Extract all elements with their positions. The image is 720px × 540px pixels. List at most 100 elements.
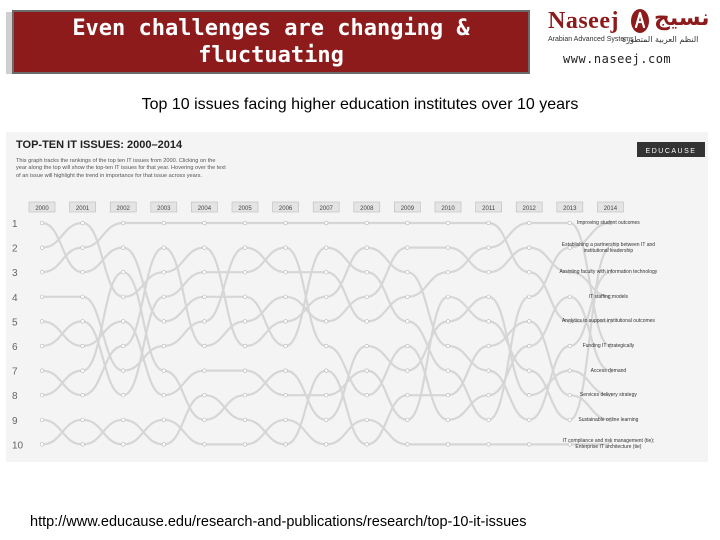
point-trend-e-2000 [39,319,45,324]
point-trend-j-2000 [39,442,45,447]
point-trend-g-2003 [161,245,166,250]
point-trend-c-2002 [121,220,126,226]
point-trend-c-2006 [283,220,288,226]
point-trend-i-2000 [39,417,45,422]
point-trend-c-2001 [80,245,85,250]
year-box-2012[interactable] [515,201,543,213]
point-trend-a-2002 [121,245,126,250]
year-box-2013[interactable] [556,201,584,213]
year-box-2006[interactable] [272,201,299,213]
point-trend-c-2010 [445,220,451,226]
point-trend-e-2007 [324,393,329,398]
point-trend-a-2011 [486,417,491,422]
issue-2014-rank-5[interactable]: Analytics to support institutional outco… [552,310,664,332]
year-label-2004[interactable]: 2004 [198,206,212,212]
rank-label-5: 5 [12,317,18,328]
banner-panel: Even challenges are changing & fluctuati… [12,10,530,74]
point-trend-d-2006 [283,270,288,275]
point-trend-e-2013 [567,417,572,422]
year-label-2003[interactable]: 2003 [157,206,171,212]
year-label-2009[interactable]: 2009 [401,206,415,212]
year-box-2000[interactable] [28,201,56,213]
point-trend-h-2000 [39,393,45,398]
point-trend-d-2003 [161,343,166,349]
issue-2014-rank-1[interactable]: Improving student outcomes [552,212,664,234]
year-box-2009[interactable] [394,201,421,213]
rank-chart-svg: TOP-TEN IT ISSUES: 2000–2014 EDUCAUSE Th… [12,139,705,455]
year-label-2012[interactable]: 2012 [523,206,537,212]
year-label-2000[interactable]: 2000 [35,206,49,212]
source-link[interactable]: http://www.educause.edu/research-and-pub… [30,514,527,530]
logo-arabic-tagline: النظم العربية المتطورة [622,35,699,44]
point-trend-i-2011 [486,343,491,349]
rank-label-7: 7 [12,367,18,378]
year-label-2010[interactable]: 2010 [441,206,455,212]
point-trend-f-2002 [121,393,126,398]
point-trend-h-2011 [486,294,491,299]
year-label-2014[interactable]: 2014 [604,206,618,212]
year-box-2004[interactable] [191,201,218,213]
issue-2014-rank-4[interactable]: IT staffing models [552,286,664,308]
point-trend-e-2005 [242,368,248,373]
issue-2014-rank-8[interactable]: Services delivery strategy [552,384,664,406]
year-label-2006[interactable]: 2006 [279,206,293,212]
educause-label: EDUCAUSE [646,148,697,155]
year-box-2001[interactable] [69,201,96,213]
point-trend-j-2004 [202,442,207,447]
point-trend-b-2007 [324,294,329,299]
point-trend-a-2014 [608,220,613,226]
point-trend-g-2012 [527,245,532,250]
issue-2014-rank-6[interactable]: Funding IT strategically [552,335,664,357]
point-trend-e-2001 [80,343,85,349]
year-box-2011[interactable] [475,201,502,213]
issue-2014-rank-7[interactable]: Access demand [552,360,664,382]
year-label-2008[interactable]: 2008 [360,206,374,212]
year-box-2007[interactable] [312,201,340,213]
point-trend-d-2011 [486,245,491,250]
point-trend-j-2010 [445,442,451,447]
point-trend-b-2001 [80,220,85,226]
year-label-2005[interactable]: 2005 [238,206,252,212]
point-trend-g-2007 [324,319,329,324]
point-trend-i-2003 [161,442,166,447]
point-trend-j-2013 [567,442,572,447]
year-box-2005[interactable] [231,201,259,213]
logo-arabic-name: نسيج [654,6,710,31]
year-box-2014[interactable] [597,201,624,213]
point-trend-e-2010 [445,294,451,299]
issue-2014-rank-10[interactable]: IT compliance and risk management (tie);… [552,433,664,455]
website-url[interactable]: www.naseej.com [563,52,672,66]
year-box-2010[interactable] [434,201,462,213]
point-trend-d-2000 [39,294,45,299]
naseej-logo: Naseej نسيج Arabian Advanced Systems الن… [548,6,714,46]
point-trend-b-2008 [364,245,369,250]
point-trend-f-2011 [486,393,491,398]
point-trend-e-2009 [405,417,410,422]
point-trend-c-2012 [527,270,532,275]
issue-2014-rank-3[interactable]: Assisting faculty with information techn… [552,261,664,283]
point-trend-b-2004 [202,245,207,250]
point-trend-g-2004 [202,343,207,349]
year-label-2011[interactable]: 2011 [482,206,496,212]
point-trend-f-2000 [39,343,45,349]
point-trend-i-2013 [567,393,572,398]
point-trend-g-2001 [80,393,85,398]
point-trend-f-2001 [80,319,85,324]
chart-description: This graph tracks the rankings of the to… [16,158,226,179]
title-banner: Even challenges are changing & fluctuati… [6,10,530,76]
point-trend-d-2002 [121,368,126,373]
point-trend-d-2013 [567,220,572,226]
year-box-2008[interactable] [353,201,381,213]
point-trend-c-2003 [161,220,166,226]
point-trend-c-2004 [202,220,207,226]
year-label-2001[interactable]: 2001 [76,206,90,212]
point-trend-i-2001 [80,442,85,447]
issue-2014-rank-2[interactable]: Establishing a partnership between IT an… [552,237,664,259]
year-label-2013[interactable]: 2013 [563,206,577,212]
issue-2014-rank-9[interactable]: Sustainable online learning [552,409,664,431]
year-label-2002[interactable]: 2002 [117,206,131,212]
year-label-2007[interactable]: 2007 [320,206,334,212]
year-box-2003[interactable] [150,201,178,213]
year-box-2002[interactable] [109,201,137,213]
series-line-trend-b [41,221,611,421]
